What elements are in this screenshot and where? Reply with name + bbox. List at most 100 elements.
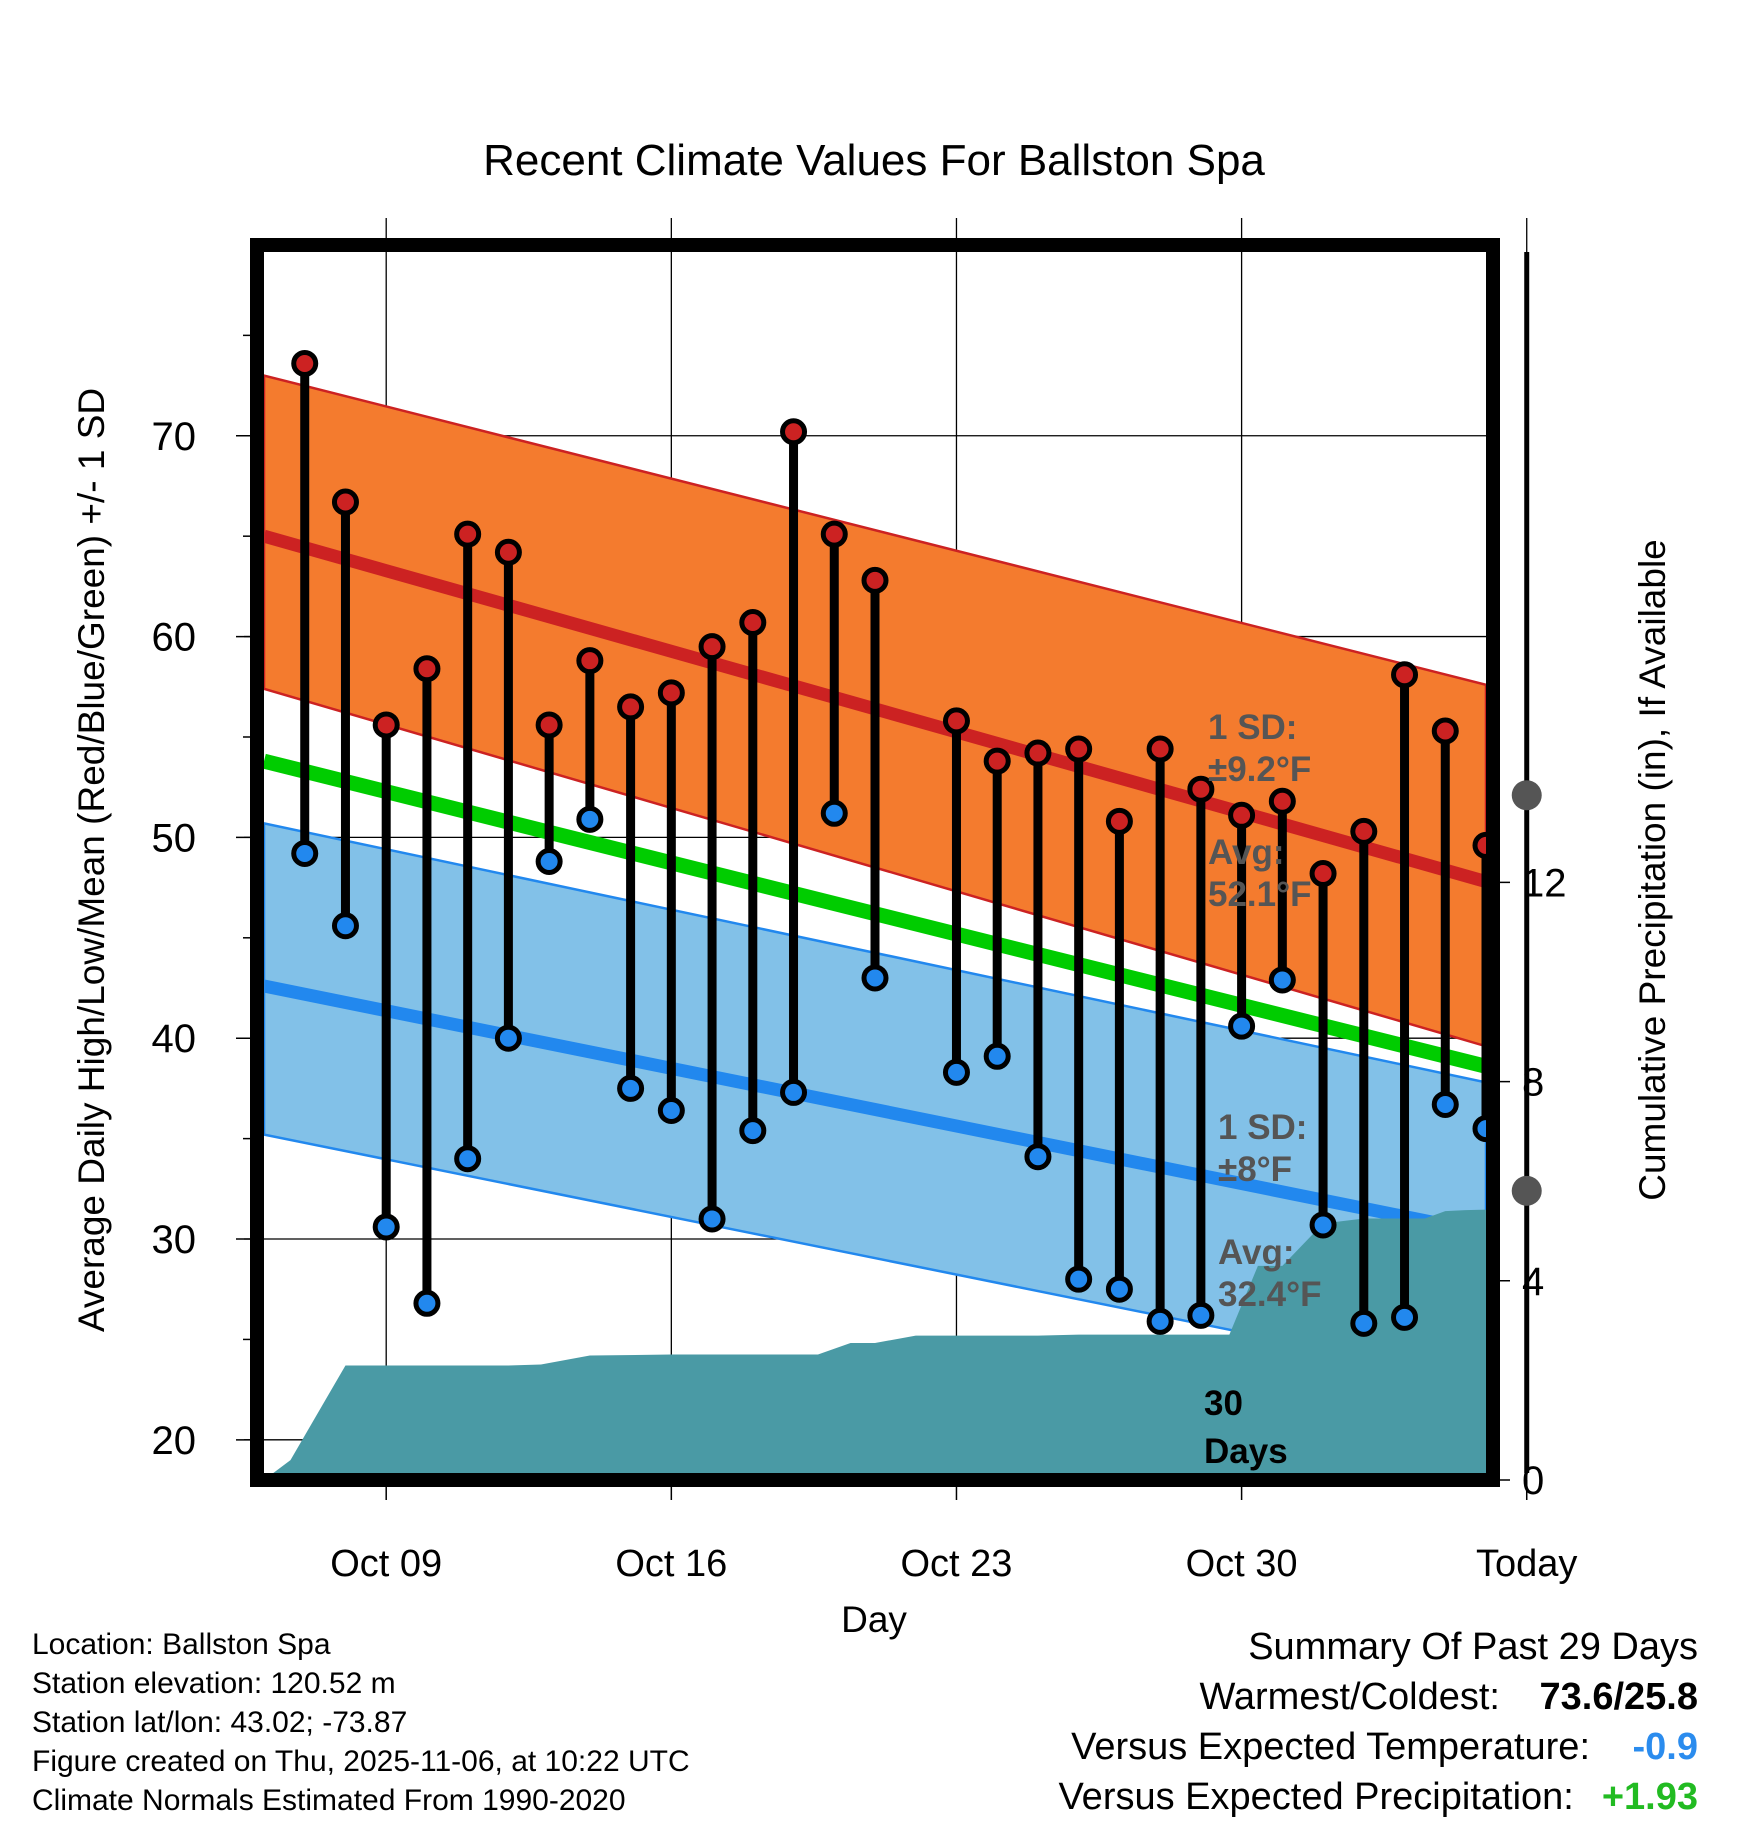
low-point [1187, 1301, 1215, 1329]
low-point [535, 847, 563, 875]
y-tick-label: 30 [152, 1218, 197, 1262]
high-point [372, 711, 400, 739]
elevation-text: Station elevation: 120.52 m [32, 1667, 396, 1700]
plot-frame [250, 238, 1500, 1487]
low-point [1065, 1265, 1093, 1293]
high-point [1268, 787, 1296, 815]
y-tick-label: 40 [152, 1017, 197, 1061]
low-point [1024, 1143, 1052, 1171]
high-point [739, 609, 767, 637]
low-point [331, 912, 359, 940]
high-point [1146, 735, 1174, 763]
high-point [657, 679, 685, 707]
low-point [1472, 1115, 1486, 1143]
summary-panel: Summary Of Past 29 Days Warmest/Coldest:… [1058, 1622, 1698, 1822]
low-point [1431, 1090, 1459, 1118]
low-point [942, 1058, 970, 1086]
band-annotations: 1 SD: ±9.2°F Avg: 52.1°F 1 SD: ±8°F Avg: 32.4°F [1208, 708, 1322, 1314]
high-point [1024, 739, 1052, 767]
y2-tick-label: 4 [1522, 1260, 1544, 1304]
high-point [780, 418, 808, 446]
daily-bars [291, 349, 1486, 1337]
station-info: Location: Ballston Spa Station elevation… [32, 1625, 690, 1820]
y2-tick-label: 12 [1522, 861, 1567, 905]
normals-text: Climate Normals Estimated From 1990-2020 [32, 1784, 626, 1817]
low-point [657, 1097, 685, 1125]
low-point [861, 964, 889, 992]
location-text: Location: Ballston Spa [32, 1628, 331, 1661]
x-tick-label: Oct 16 [615, 1543, 727, 1585]
precip-label: Versus Expected Precipitation: [1058, 1776, 1574, 1818]
low-point [494, 1024, 522, 1052]
high-point [1391, 661, 1419, 689]
high-point [454, 520, 482, 548]
y2-tick-label: 0 [1522, 1459, 1544, 1503]
today-days-label: 30 Days [1204, 1384, 1288, 1471]
y-tick-label: 70 [152, 415, 197, 459]
low-point [413, 1289, 441, 1317]
low-point [780, 1078, 808, 1106]
high-point [413, 655, 441, 683]
y-tick-label: 20 [152, 1419, 197, 1463]
low-point [291, 839, 319, 867]
temp-row: Versus Expected Temperature: -0.9 [1058, 1722, 1698, 1772]
high-point [331, 488, 359, 516]
high-point [861, 566, 889, 594]
y-tick-label: 50 [152, 816, 197, 860]
x-tick-label: Oct 23 [900, 1543, 1012, 1585]
high-point [1065, 735, 1093, 763]
low-point [739, 1117, 767, 1145]
high-point [698, 633, 726, 661]
y-axis-label: Average Daily High/Low/Mean (Red/Blue/Gr… [71, 388, 112, 1332]
low-point [454, 1145, 482, 1173]
today-marker [1511, 252, 1542, 1473]
x-axis-label: Day [841, 1599, 907, 1640]
high-point [820, 520, 848, 548]
high-point [494, 538, 522, 566]
low-point [1228, 1012, 1256, 1040]
high-band-annotation: 1 SD: ±9.2°F Avg: 52.1°F [1208, 708, 1312, 914]
high-point [291, 349, 319, 377]
high-point [1431, 717, 1459, 745]
x-tick-label: Oct 09 [330, 1543, 442, 1585]
high-point [576, 647, 604, 675]
high-point [1309, 860, 1337, 888]
y2-axis-label: Cumulative Precipitation (in), If Availa… [1632, 539, 1673, 1201]
today-high-avg-marker [1511, 780, 1542, 811]
x-tick-label: Oct 30 [1186, 1543, 1298, 1585]
precip-area [273, 1209, 1486, 1473]
low-point [1268, 966, 1296, 994]
created-text: Figure created on Thu, 2025-11-06, at 10… [32, 1745, 690, 1778]
temp-label: Versus Expected Temperature: [1071, 1726, 1590, 1768]
precip-fill [273, 1209, 1486, 1473]
low-point [983, 1042, 1011, 1070]
low-point [698, 1205, 726, 1233]
low-band-annotation: 1 SD: ±8°F Avg: 32.4°F [1218, 1108, 1322, 1314]
high-point [1350, 817, 1378, 845]
chart-title: Recent Climate Values For Ballston Spa [483, 136, 1265, 185]
low-point [576, 805, 604, 833]
today-low-avg-marker [1511, 1175, 1542, 1206]
low-point [1146, 1307, 1174, 1335]
summary-title: Summary Of Past 29 Days [1248, 1626, 1698, 1668]
low-point [372, 1213, 400, 1241]
high-point [1105, 807, 1133, 835]
low-point [617, 1074, 645, 1102]
y-tick-label: 60 [152, 616, 197, 660]
high-point [942, 707, 970, 735]
high-point [617, 693, 645, 721]
high-point [1187, 775, 1215, 803]
high-point [1472, 831, 1486, 859]
y2-tick-label: 8 [1522, 1061, 1544, 1105]
latlon-text: Station lat/lon: 43.02; -73.87 [32, 1706, 408, 1739]
warm-cold-row: Warmest/Coldest: 73.6/25.8 [1058, 1672, 1698, 1722]
low-point [1309, 1211, 1337, 1239]
high-point [1228, 801, 1256, 829]
low-point [1391, 1303, 1419, 1331]
warm-cold-value: 73.6/25.8 [1539, 1676, 1698, 1718]
warm-cold-label: Warmest/Coldest: [1199, 1676, 1500, 1718]
high-point [535, 711, 563, 739]
precip-row: Versus Expected Precipitation: +1.93 [1058, 1772, 1698, 1822]
low-point [1350, 1309, 1378, 1337]
